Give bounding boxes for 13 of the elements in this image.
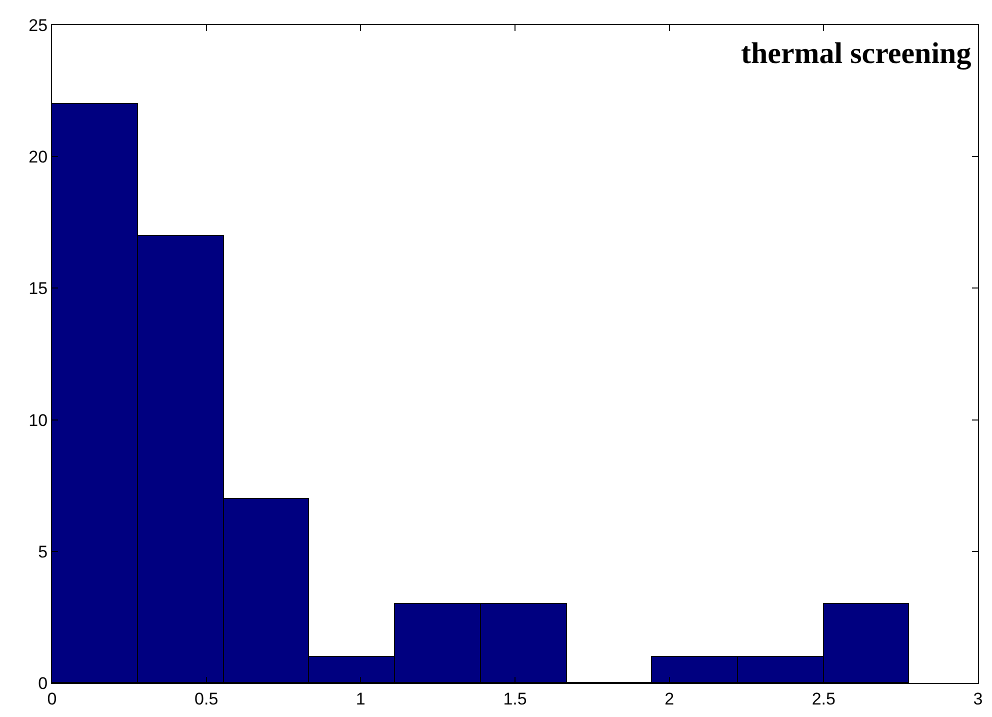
- y-tick-label: 5: [38, 542, 48, 562]
- y-tick-label: 20: [28, 148, 48, 167]
- x-tick-label: 2: [664, 689, 674, 708]
- x-tick-label: 2.5: [812, 689, 836, 708]
- x-tick-label: 1.5: [503, 689, 527, 708]
- y-tick-label: 10: [28, 410, 48, 430]
- y-tick-label: 15: [28, 279, 48, 298]
- annotation: thermal screening: [741, 37, 972, 70]
- x-tick-label: 1: [356, 689, 366, 708]
- y-tick-label: 25: [28, 16, 48, 35]
- x-tick-label: 3: [973, 689, 983, 708]
- y-tick-label: 0: [38, 674, 48, 693]
- x-tick-label: 0.5: [194, 689, 218, 708]
